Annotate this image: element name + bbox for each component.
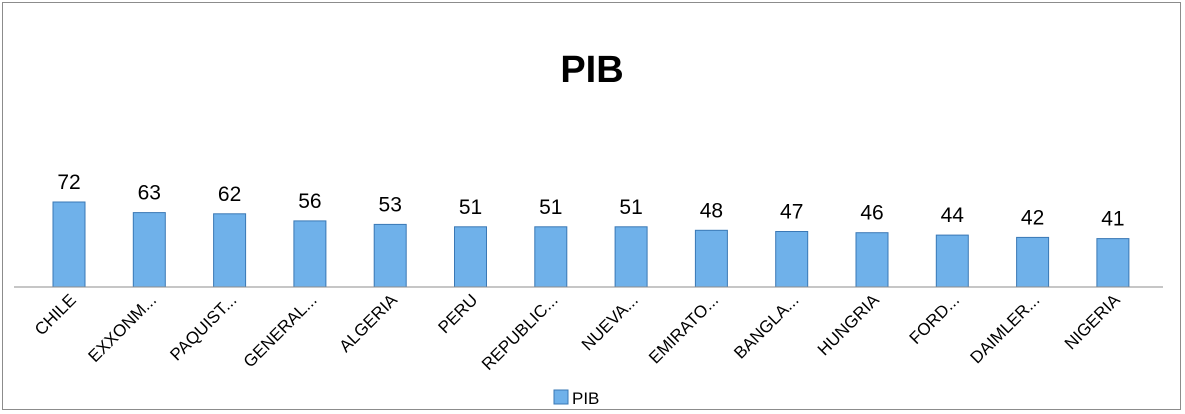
data-label: 51 bbox=[459, 196, 482, 219]
data-label: 46 bbox=[860, 202, 883, 225]
category-label: ALGERIA bbox=[335, 290, 401, 356]
legend-swatch bbox=[553, 389, 569, 405]
bar bbox=[534, 226, 568, 288]
category-label: DAIMLER... bbox=[967, 290, 1044, 367]
data-label: 56 bbox=[298, 190, 321, 213]
bar bbox=[1096, 238, 1130, 288]
category-label: HUNGRIA bbox=[814, 290, 883, 359]
category-labels-group: CHILE EXXONM... PAQUIST... GENERAL... ALGERI… bbox=[31, 290, 1124, 374]
category-label: REPUBLIC... bbox=[478, 290, 562, 374]
data-label: 72 bbox=[57, 171, 80, 194]
data-label: 51 bbox=[539, 196, 562, 219]
category-label: GENERAL... bbox=[240, 290, 321, 371]
bar bbox=[373, 223, 407, 288]
bar bbox=[52, 201, 86, 288]
bar bbox=[694, 229, 728, 288]
data-label: 63 bbox=[138, 182, 161, 205]
data-label: 51 bbox=[619, 196, 642, 219]
data-label: 42 bbox=[1021, 206, 1044, 229]
legend-label: PIB bbox=[572, 389, 599, 408]
data-label: 48 bbox=[700, 199, 723, 222]
chart-title: PIB bbox=[560, 49, 623, 91]
category-label: EMIRATO... bbox=[645, 290, 722, 367]
bar bbox=[213, 213, 247, 288]
bar bbox=[132, 212, 166, 288]
bar bbox=[614, 226, 648, 288]
category-label: FORD... bbox=[906, 290, 964, 348]
bars-group bbox=[52, 201, 1130, 288]
bar bbox=[454, 226, 487, 288]
data-label: 62 bbox=[218, 183, 241, 206]
category-label: PAQUIST... bbox=[166, 290, 240, 364]
value-labels-group: 72 63 62 56 53 51 51 51 48 47 46 44 42 41 bbox=[57, 171, 1124, 231]
legend: PIB bbox=[553, 389, 599, 408]
category-label: NUEVA... bbox=[578, 290, 642, 354]
data-label: 47 bbox=[780, 201, 803, 224]
data-label: 41 bbox=[1101, 208, 1124, 231]
bar bbox=[935, 234, 969, 288]
bar bbox=[1016, 236, 1050, 288]
data-label: 53 bbox=[379, 193, 402, 216]
bar bbox=[775, 231, 809, 288]
category-label: CHILE bbox=[31, 290, 80, 339]
category-label: BANGLA... bbox=[730, 290, 802, 362]
category-label: NIGERIA bbox=[1061, 290, 1124, 353]
category-label: PERU bbox=[434, 290, 481, 337]
category-label: EXXONM... bbox=[85, 290, 161, 366]
data-label: 44 bbox=[941, 204, 965, 227]
bar bbox=[855, 232, 889, 288]
bar bbox=[293, 220, 327, 288]
